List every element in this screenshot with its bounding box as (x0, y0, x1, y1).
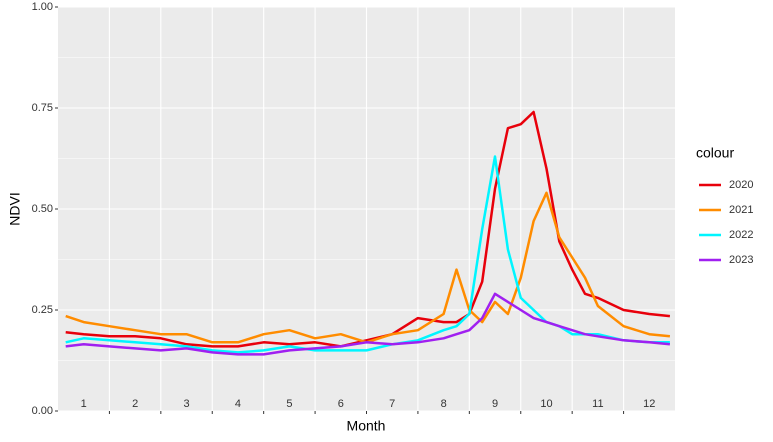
month-label: 2 (132, 398, 138, 410)
month-label: 12 (643, 398, 655, 410)
legend: 2020 2021 2022 2023 (699, 179, 753, 266)
month-label: 10 (540, 398, 552, 410)
series-line (65, 110, 671, 348)
month-label: 7 (389, 398, 395, 410)
month-label: 3 (183, 398, 189, 410)
series-line (65, 292, 671, 356)
y-tick-label: 0.25 (32, 304, 53, 316)
legend-title: colour (696, 145, 734, 161)
x-axis-label: Month (347, 418, 386, 434)
month-label: 4 (235, 398, 241, 410)
month-label: 8 (441, 398, 447, 410)
lines (65, 110, 671, 356)
series-line (65, 191, 671, 344)
y-tick-label: 0.75 (32, 102, 53, 114)
month-label: 11 (592, 398, 603, 410)
month-label: 9 (492, 398, 498, 410)
y-tick-label: 0.50 (32, 203, 53, 215)
y-tick-label: 1.00 (32, 1, 53, 13)
legend-label: 2022 (729, 229, 753, 241)
month-label: 5 (286, 398, 292, 410)
y-axis-label: NDVI (7, 192, 23, 225)
month-label: 1 (81, 398, 87, 410)
month-label: 6 (338, 398, 344, 410)
legend-label: 2021 (729, 204, 753, 216)
legend-label: 2020 (729, 179, 753, 191)
series-line (65, 155, 670, 354)
y-tick-label: 0.00 (32, 405, 53, 417)
legend-label: 2023 (729, 254, 753, 266)
